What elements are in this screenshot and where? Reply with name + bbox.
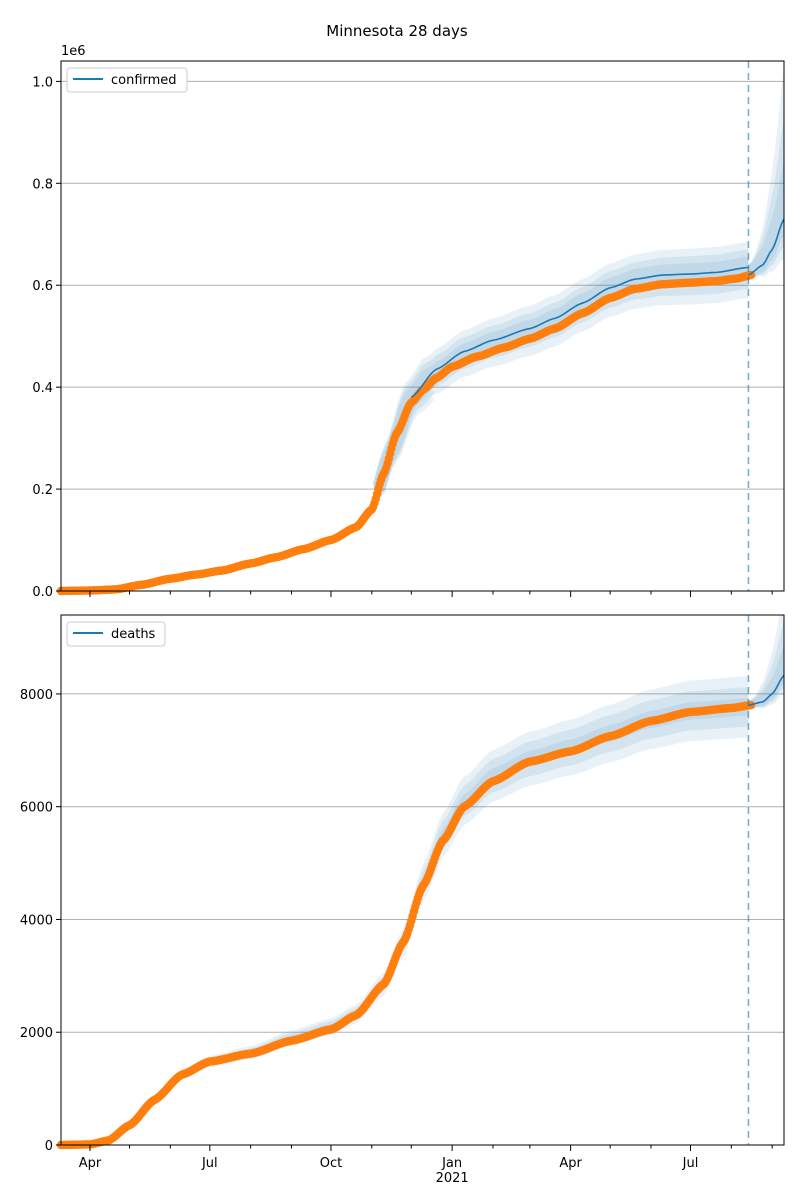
confirmed-y-axis: 0.0 0.2 0.4 0.6 0.8 1.0 [32, 75, 61, 600]
y-tick-label: 4000 [20, 913, 53, 928]
confirmed-legend-label: confirmed [111, 73, 177, 88]
x-tick-label: Jul [201, 1156, 218, 1171]
y-tick-label: 8000 [20, 688, 53, 703]
forecast-band [748, 615, 784, 709]
confirmed-legend-box [66, 67, 188, 93]
y-tick-label: 0 [45, 1139, 53, 1154]
confirmed-observed-points [56, 270, 756, 596]
deaths-gridlines [61, 693, 784, 1146]
deaths-forecast-line [748, 674, 785, 707]
confirmed-axes-frame [60, 60, 785, 592]
y-tick-label: 0.0 [32, 585, 53, 600]
uncertainty-band [61, 676, 749, 1145]
deaths-observed-points [56, 701, 756, 1150]
forecast-band [748, 162, 784, 281]
y-tick-label: 6000 [20, 801, 53, 816]
deaths-legend-box [66, 621, 166, 647]
deaths-panel: 0 2000 4000 6000 8000 Apr Jul Oct Jan Apr Jul 202… [20, 614, 785, 1186]
deaths-axes-frame [60, 614, 785, 1146]
forecast-band [748, 620, 784, 709]
confirmed-uncertainty-bands [61, 66, 784, 592]
x-tick-label: Oct [320, 1156, 342, 1171]
confirmed-y-scale-label: 1e6 [61, 44, 86, 59]
deaths-x-axis: Apr Jul Oct Jan Apr Jul [79, 1145, 773, 1171]
confirmed-x-axis [89, 591, 773, 597]
deaths-legend: deaths [66, 621, 166, 647]
confirmed-gridlines [61, 80, 784, 592]
x-tick-label: Apr [79, 1156, 102, 1171]
uncertainty-band [61, 687, 749, 1145]
forecast-band [748, 117, 784, 281]
x-tick-label: Apr [559, 1156, 582, 1171]
figure-title: Minnesota 28 days [326, 22, 468, 40]
deaths-uncertainty-bands [61, 615, 784, 1145]
x-tick-label: Jul [682, 1156, 699, 1171]
y-tick-label: 2000 [20, 1026, 53, 1041]
deaths-legend-label: deaths [111, 627, 156, 642]
confirmed-forecast-line [410, 218, 785, 398]
y-tick-label: 0.2 [32, 483, 53, 498]
y-tick-label: 0.8 [32, 177, 53, 192]
deaths-x-year-label: 2021 [436, 1171, 469, 1186]
y-tick-label: 0.4 [32, 381, 53, 396]
confirmed-legend: confirmed [66, 67, 188, 93]
deaths-y-axis: 0 2000 4000 6000 8000 [20, 688, 61, 1154]
forecast-band [748, 66, 784, 281]
x-tick-label: Jan [441, 1156, 462, 1171]
forecast-band [748, 645, 784, 709]
y-tick-label: 0.6 [32, 279, 53, 294]
uncertainty-band [61, 698, 749, 1145]
confirmed-panel: 0.0 0.2 0.4 0.6 0.8 1.0 1e6 confirmed [32, 44, 785, 600]
y-tick-label: 1.0 [32, 75, 53, 90]
